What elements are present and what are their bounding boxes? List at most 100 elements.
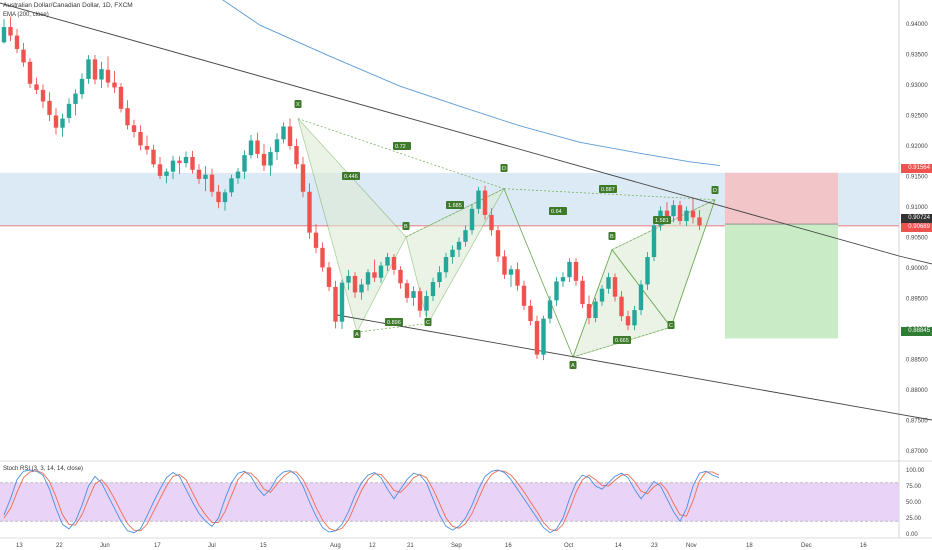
ratio-box [599, 185, 617, 193]
candle-body [339, 282, 345, 322]
candle-body [450, 249, 455, 258]
pattern-point-box [667, 321, 675, 329]
pattern-ratio-line [297, 118, 505, 190]
ratio-box [385, 318, 403, 326]
candle-body [690, 210, 696, 218]
y-tick-label: 0.90000 [906, 266, 928, 272]
ratio-label: 0.887 [601, 187, 615, 193]
candle-body [352, 275, 358, 293]
candle-body [268, 152, 273, 166]
candle-body [372, 272, 377, 278]
x-tick-label: 12 [369, 543, 376, 549]
candle-body [482, 190, 488, 215]
candle-body [567, 261, 572, 278]
y-tick-label: 0.91500 [906, 175, 928, 181]
x-tick-label: 14 [615, 543, 622, 549]
x-tick-label: 22 [56, 543, 63, 549]
ratio-label: 0.665 [615, 338, 629, 344]
ratio-box [653, 216, 671, 224]
pattern-point-box [569, 361, 577, 369]
ratio-box [446, 201, 464, 209]
candle-body [476, 190, 481, 209]
pattern-point-label: C [426, 320, 430, 326]
candle-body [79, 78, 85, 95]
candle-body [612, 277, 618, 297]
candle-body [86, 59, 91, 79]
upper-trendline-ext [898, 255, 932, 265]
pattern-ratio-line [503, 188, 716, 201]
candle-body [242, 155, 247, 172]
candle-body [27, 61, 33, 84]
candle-body [190, 156, 195, 170]
candle-body [216, 191, 221, 203]
candle-body [157, 164, 163, 176]
candle-body [632, 310, 637, 326]
x-tick-label: Aug [330, 543, 341, 549]
pattern-bcd [405, 187, 505, 325]
x-tick-label: 17 [154, 543, 161, 549]
ratio-label: 0.72 [395, 144, 406, 150]
candle-body [515, 269, 520, 286]
ratio-label: 1.581 [655, 218, 669, 224]
candle-body [229, 178, 234, 193]
candle-body [573, 261, 579, 281]
candle-body [92, 59, 98, 80]
candle-body [281, 126, 286, 140]
x-tick-label: Oct [564, 543, 574, 549]
lower-trendline [336, 314, 932, 421]
candle-body [66, 103, 72, 118]
x-tick-label: 18 [746, 543, 753, 549]
ratio-label: 1.685 [448, 203, 462, 209]
candle-body [359, 284, 364, 293]
pattern-point-box [500, 164, 508, 172]
ratio-box [549, 207, 567, 215]
candle-body [222, 192, 228, 203]
x-tick-label: Jul [208, 543, 216, 549]
candle-body [430, 282, 436, 297]
y-tick-label: 0.90500 [906, 236, 928, 242]
y-tick-label: 0.88000 [906, 388, 928, 394]
candle-body [177, 160, 182, 164]
candle-body [99, 69, 104, 80]
candle-body [313, 232, 319, 248]
candle-body [502, 256, 507, 275]
candle-body [40, 89, 46, 102]
candle-body [489, 214, 494, 231]
x-tick-label: 15 [260, 543, 267, 549]
pattern-point-label: D [713, 188, 717, 194]
candle-body [294, 146, 299, 165]
pattern-point-label: A [355, 332, 359, 338]
pattern-point-label: A [571, 363, 575, 369]
ratio-label: 0.896 [387, 320, 401, 326]
pattern-point-label: B [610, 234, 614, 240]
candle-body [534, 321, 540, 355]
candle-body [547, 300, 553, 319]
x-tick-label: 21 [407, 543, 414, 549]
candle-body [684, 210, 689, 222]
ratio-box [342, 172, 360, 180]
candle-body [443, 257, 449, 273]
x-tick-label: 16 [505, 543, 512, 549]
stoch-rsi-legend: Stoch RSI (3, 3, 14, 14, close) [3, 466, 84, 472]
candle-body [47, 100, 52, 115]
candle-body [125, 108, 130, 126]
candle-body [164, 171, 169, 176]
candle-body [203, 174, 208, 179]
candle-body [645, 257, 650, 285]
y-tick-label: 0.93000 [906, 83, 928, 89]
candle-body [60, 118, 65, 128]
candle-body [671, 205, 676, 217]
candle-body [463, 230, 468, 242]
x-tick-label: Nov [686, 543, 697, 549]
candle-body [521, 285, 527, 306]
candle-body [554, 281, 559, 301]
stoch-k-line [3, 469, 720, 534]
candle-body [151, 149, 156, 165]
candle-body [378, 265, 384, 278]
y-tick-label: 0.92500 [906, 114, 928, 120]
candle-body [326, 267, 332, 287]
candle-body [508, 269, 514, 275]
candle-body [73, 93, 78, 104]
